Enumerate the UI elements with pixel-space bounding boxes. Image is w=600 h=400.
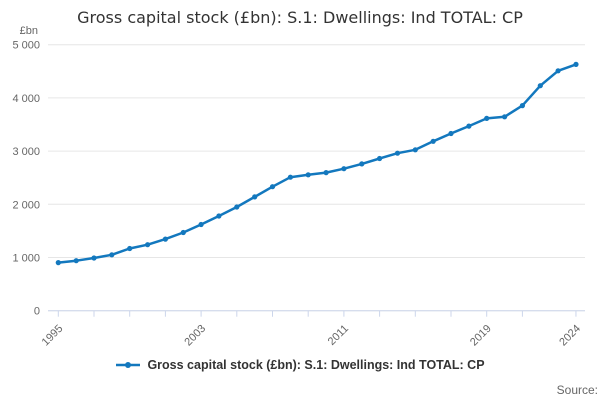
data-point-marker[interactable]: [109, 252, 115, 258]
data-point-marker[interactable]: [359, 161, 365, 167]
data-point-marker[interactable]: [287, 174, 293, 180]
data-point-marker[interactable]: [519, 103, 526, 109]
legend-item[interactable]: Gross capital stock (£bn): S.1: Dwelling…: [115, 358, 485, 372]
y-axis-label: 1 000: [12, 253, 40, 265]
data-point-marker[interactable]: [269, 184, 276, 190]
y-axis-label: 3 000: [12, 146, 40, 158]
series-line: [57, 63, 578, 264]
data-point-marker[interactable]: [162, 236, 168, 242]
source-label: Source:: [556, 383, 598, 397]
data-point-marker[interactable]: [180, 229, 186, 236]
x-axis-label: 2011: [326, 323, 351, 348]
data-point-marker[interactable]: [484, 115, 490, 121]
data-point-marker[interactable]: [430, 138, 436, 144]
data-point-marker[interactable]: [466, 123, 472, 129]
plot-area: 0 1 000 2 000 3 000 4 000 5 000 £bn 1995 2003 201…: [12, 25, 585, 349]
data-point-marker[interactable]: [323, 170, 329, 176]
data-point-marker[interactable]: [198, 221, 204, 228]
data-point-marker[interactable]: [216, 213, 222, 219]
x-axis-label: 2019: [468, 323, 494, 349]
data-point-marker[interactable]: [234, 204, 240, 210]
y-axis-label: 5 000: [12, 40, 40, 52]
x-axis-label: 1995: [40, 323, 66, 349]
data-point-marker[interactable]: [573, 61, 579, 67]
x-axis-label: 2024: [557, 323, 583, 349]
data-point-marker[interactable]: [502, 114, 508, 120]
y-axis-label: 0: [34, 306, 40, 318]
legend-series-icon: [116, 362, 141, 368]
data-point-marker[interactable]: [555, 68, 561, 74]
data-point-marker[interactable]: [341, 166, 347, 172]
data-point-marker[interactable]: [537, 83, 543, 89]
y-axis-label: 4 000: [12, 93, 40, 105]
data-point-marker[interactable]: [305, 172, 311, 178]
data-point-marker[interactable]: [412, 147, 418, 153]
data-point-marker[interactable]: [55, 260, 61, 266]
x-axis-label: 2003: [182, 323, 208, 349]
data-point-marker[interactable]: [394, 150, 401, 156]
data-point-marker[interactable]: [73, 258, 79, 264]
data-point-marker[interactable]: [91, 255, 97, 261]
data-point-marker[interactable]: [252, 194, 258, 200]
legend: Gross capital stock (£bn): S.1: Dwelling…: [0, 358, 600, 372]
data-point-marker[interactable]: [448, 130, 454, 137]
data-point-marker[interactable]: [145, 242, 151, 248]
data-point-marker[interactable]: [127, 245, 133, 252]
data-point-marker[interactable]: [377, 155, 383, 162]
chart-title: Gross capital stock (£bn): S.1: Dwelling…: [77, 8, 523, 27]
legend-label: Gross capital stock (£bn): S.1: Dwelling…: [147, 358, 485, 372]
y-axis-label: 2 000: [12, 199, 40, 211]
y-axis-unit-label: £bn: [20, 25, 38, 37]
